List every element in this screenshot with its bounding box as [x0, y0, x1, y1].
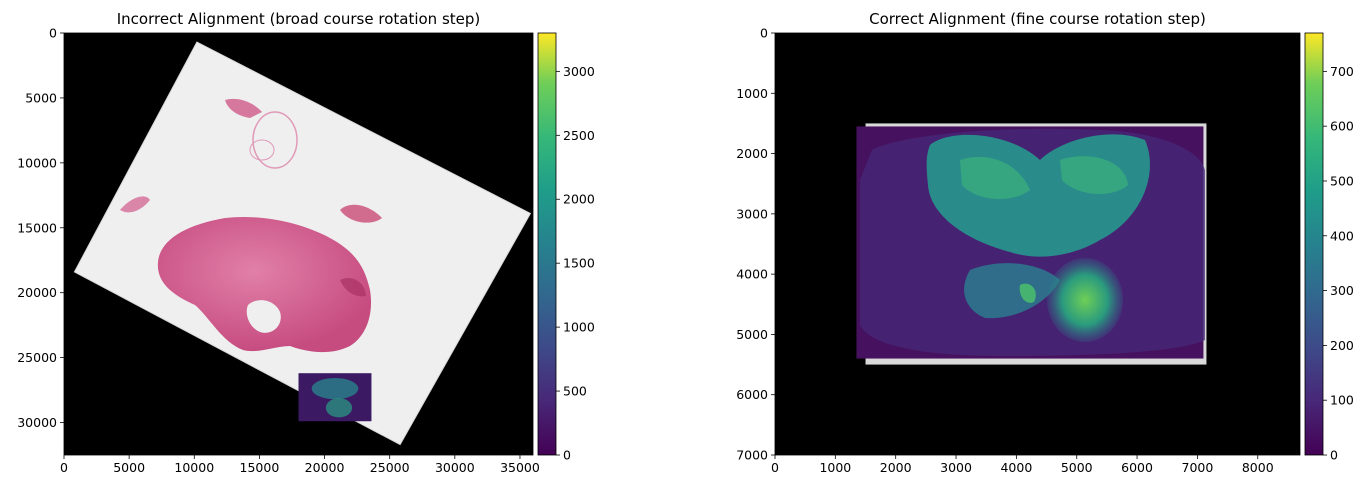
- x-tick-label: 0: [60, 460, 68, 475]
- y-tick-label: 7000: [736, 448, 768, 463]
- y-tick-label: 3000: [736, 206, 768, 221]
- chart-title: Correct Alignment (fine course rotation …: [869, 10, 1206, 28]
- x-tick-label: 1000: [819, 460, 851, 475]
- colorbar-tick-label: 500: [563, 384, 587, 399]
- axes: 0 5000 10000 15000 20000 25000 30000 35000 0 5000…: [17, 26, 540, 476]
- colorbar-tick-label: 0: [563, 448, 571, 463]
- y-tick-label: 0: [760, 26, 768, 41]
- y-tick-label: 1000: [736, 86, 768, 101]
- plot-frame: [774, 32, 1301, 456]
- x-tick-label: 6000: [1121, 460, 1153, 475]
- tissue-section: [120, 98, 382, 353]
- colorbar: 0 100 200 300 400 500 600 700: [1304, 32, 1354, 463]
- axes: 0 1000 2000 3000 4000 5000 6000 7000 8000 0 1000 20…: [736, 26, 1274, 476]
- y-tick-label: 5000: [25, 90, 57, 105]
- colorbar-tick-label: 200: [1330, 338, 1354, 353]
- y-tick-label: 4000: [736, 267, 768, 282]
- y-tick-label: 2000: [736, 146, 768, 161]
- colorbar-tick-label: 600: [1330, 119, 1354, 134]
- x-tick-label: 15000: [240, 460, 280, 475]
- x-tick-label: 0: [771, 460, 779, 475]
- x-tick-label: 5000: [113, 460, 145, 475]
- x-tick-label: 4000: [1000, 460, 1032, 475]
- colorbar-tick-label: 700: [1330, 64, 1354, 79]
- colorbar-tick-label: 3000: [563, 64, 595, 79]
- y-tick-label: 0: [49, 26, 57, 41]
- colorbar-tick-label: 2500: [563, 128, 595, 143]
- x-tick-label: 25000: [370, 460, 410, 475]
- y-tick-label: 25000: [17, 350, 57, 365]
- x-tick-label: 5000: [1061, 460, 1093, 475]
- colorbar-tick-label: 1500: [563, 256, 595, 271]
- panel-correct-alignment: Correct Alignment (fine course rotation …: [736, 10, 1354, 475]
- plot-frame: [63, 32, 534, 456]
- colorbar-tick-label: 100: [1330, 393, 1354, 408]
- aligned-overlay: [856, 126, 1205, 359]
- y-tick-label: 15000: [17, 220, 57, 235]
- x-tick-label: 2000: [880, 460, 912, 475]
- panel-incorrect-alignment: Incorrect Alignment (broad course rotati…: [17, 10, 595, 475]
- colorbar-tick-label: 300: [1330, 283, 1354, 298]
- colorbar: 0 500 1000 1500 2000 2500 3000: [537, 32, 595, 463]
- misaligned-overlay: [298, 373, 372, 422]
- y-tick-label: 20000: [17, 285, 57, 300]
- x-tick-label: 30000: [435, 460, 475, 475]
- x-tick-label: 10000: [174, 460, 214, 475]
- x-tick-label: 35000: [500, 460, 540, 475]
- chart-title: Incorrect Alignment (broad course rotati…: [117, 10, 481, 28]
- y-tick-label: 6000: [736, 387, 768, 402]
- x-tick-label: 3000: [940, 460, 972, 475]
- colorbar-tick-label: 1000: [563, 320, 595, 335]
- x-tick-label: 7000: [1182, 460, 1214, 475]
- colorbar-tick-label: 500: [1330, 173, 1354, 188]
- colorbar-tick-label: 0: [1330, 448, 1338, 463]
- x-tick-label: 8000: [1242, 460, 1274, 475]
- x-tick-label: 20000: [305, 460, 345, 475]
- colorbar-tick-label: 2000: [563, 192, 595, 207]
- y-tick-label: 10000: [17, 155, 57, 170]
- y-tick-label: 5000: [736, 327, 768, 342]
- y-tick-label: 30000: [17, 415, 57, 430]
- colorbar-tick-label: 400: [1330, 228, 1354, 243]
